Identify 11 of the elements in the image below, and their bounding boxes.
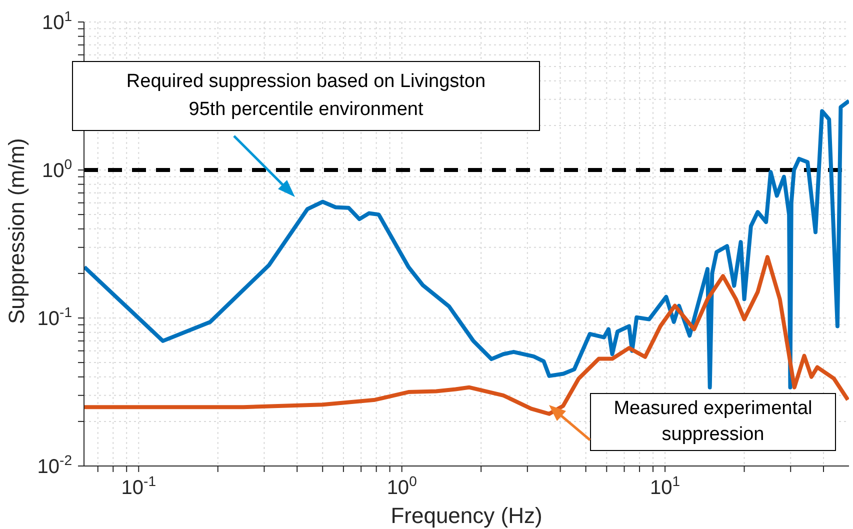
note-box: Measured experimental suppression [590,393,836,451]
y-tick-label: 10$^{0}$ [42,156,72,182]
x-tick-label: 10$^{0}$ [386,473,418,499]
y-axis-title: Suppression (m/m) [4,138,29,324]
y-tick-label: 10$^{1}$ [42,8,72,34]
y-tick-label: 10$^{-1}$ [37,304,72,330]
x-axis-title: Frequency (Hz) [390,503,542,528]
y-tick-label: 10$^{-2}$ [37,452,72,478]
x-tick-label: 10$^{1}$ [650,473,680,499]
x-tick-label: 10$^{-1}$ [121,473,156,499]
note-box: Required suppression based on Livingston 95th percentile environment [72,61,540,131]
